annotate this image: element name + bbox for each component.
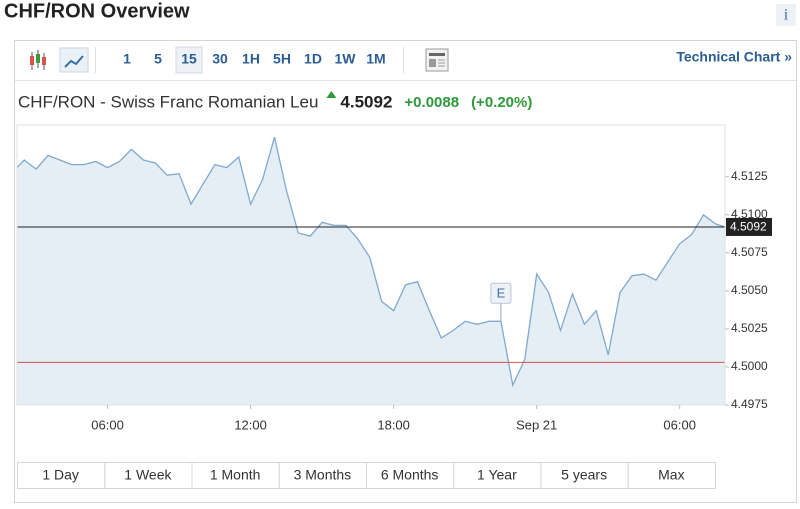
x-tick-label: 18:00 xyxy=(377,417,410,432)
range-label: Max xyxy=(658,467,684,483)
y-tick-label: 4.5000 xyxy=(731,359,768,373)
interval-button[interactable]: 5H xyxy=(273,51,291,67)
interval-button[interactable]: 30 xyxy=(212,51,228,67)
range-button[interactable] xyxy=(17,462,106,489)
percent-change: (+0.20%) xyxy=(471,94,532,111)
range-label: 1 Day xyxy=(42,467,79,483)
interval-button[interactable]: 15 xyxy=(181,51,197,67)
interval-selected xyxy=(175,46,203,74)
range-button[interactable] xyxy=(104,462,193,489)
line-chart-button[interactable] xyxy=(59,47,89,73)
interval-button[interactable]: 5 xyxy=(154,51,162,67)
interval-group: 1 5 15 30 1H 5H 1D 1W 1M xyxy=(123,46,386,74)
y-tick-label: 4.5075 xyxy=(731,245,768,259)
x-tick-label: Sep 21 xyxy=(516,417,557,432)
info-button[interactable] xyxy=(776,4,796,26)
interval-button[interactable]: 1D xyxy=(304,51,322,67)
x-tick-label: 06:00 xyxy=(91,417,124,432)
range-button[interactable] xyxy=(540,462,629,489)
range-button[interactable] xyxy=(627,462,716,489)
interval-button[interactable]: 1W xyxy=(335,51,357,67)
price-badge-label: 4.5092 xyxy=(730,220,767,234)
y-tick-label: 4.4975 xyxy=(731,397,768,411)
x-tick-label: 12:00 xyxy=(234,417,267,432)
range-label: 3 Months xyxy=(294,467,352,483)
info-icon: i xyxy=(784,7,789,24)
interval-button[interactable]: 1 xyxy=(123,51,131,67)
range-label: 1 Year xyxy=(477,467,517,483)
range-button[interactable] xyxy=(453,462,542,489)
range-button[interactable] xyxy=(366,462,455,489)
range-label: 1 Month xyxy=(210,467,261,483)
interval-button[interactable]: 1H xyxy=(242,51,260,67)
price-change: +0.0088 xyxy=(404,94,459,111)
area-fill xyxy=(17,137,725,405)
page-title: CHF/RON Overview xyxy=(4,0,190,22)
annotation-box[interactable] xyxy=(490,282,512,304)
last-price: 4.5092 xyxy=(340,92,392,111)
annotation-label: E xyxy=(497,286,506,301)
price-badge xyxy=(726,217,772,236)
technical-chart-link[interactable]: Technical Chart » xyxy=(676,49,792,65)
y-tick-label: 4.5125 xyxy=(731,169,768,183)
y-tick-label: 4.5100 xyxy=(731,207,768,221)
price-line xyxy=(16,137,726,388)
up-arrow xyxy=(326,91,337,98)
widget-frame xyxy=(14,40,797,503)
y-tick-label: 4.5050 xyxy=(731,283,768,297)
range-label: 6 Months xyxy=(381,467,439,483)
instrument-name: CHF/RON - Swiss Franc Romanian Leu xyxy=(18,92,318,111)
range-label: 1 Week xyxy=(124,467,172,483)
interval-button[interactable]: 1M xyxy=(366,51,385,67)
candle-icon[interactable] xyxy=(30,50,46,70)
range-button[interactable] xyxy=(191,462,280,489)
range-label: 5 years xyxy=(561,467,607,483)
plot-frame xyxy=(16,124,726,406)
line-chart-icon xyxy=(64,55,84,68)
plot: Investing.comE4.49754.50004.50254.50504.… xyxy=(16,124,772,489)
x-tick-label: 06:00 xyxy=(663,417,696,432)
range-button[interactable] xyxy=(278,462,367,489)
news-icon[interactable] xyxy=(425,48,449,72)
y-tick-label: 4.5025 xyxy=(731,321,768,335)
